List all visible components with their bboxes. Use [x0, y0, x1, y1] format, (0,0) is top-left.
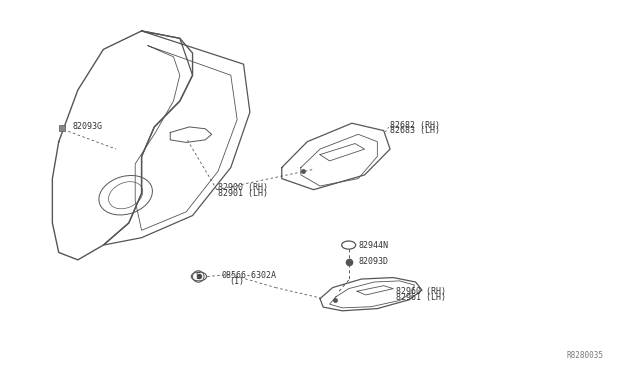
Text: S: S	[196, 272, 201, 281]
Text: 08566-6302A: 08566-6302A	[221, 271, 276, 280]
Text: 82961 (LH): 82961 (LH)	[396, 293, 447, 302]
Text: 82093D: 82093D	[358, 257, 388, 266]
Text: 82944N: 82944N	[358, 241, 388, 250]
Text: (1): (1)	[230, 277, 244, 286]
Text: 82960 (RH): 82960 (RH)	[396, 288, 447, 296]
Text: 82901 (LH): 82901 (LH)	[218, 189, 268, 198]
Text: 82900 (RH): 82900 (RH)	[218, 183, 268, 192]
Text: R8280035: R8280035	[566, 351, 604, 360]
Text: 82682 (RH): 82682 (RH)	[390, 121, 440, 129]
Text: 82683 (LH): 82683 (LH)	[390, 126, 440, 135]
Text: 82093G: 82093G	[73, 122, 103, 131]
